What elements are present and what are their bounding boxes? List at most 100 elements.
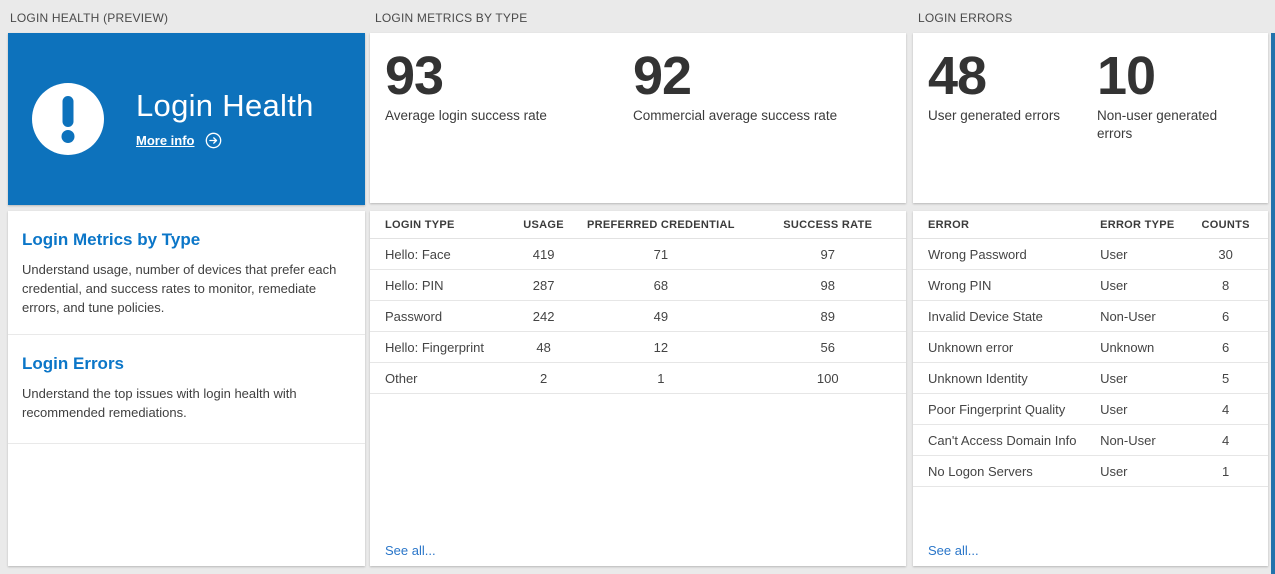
- table-cell: Poor Fingerprint Quality: [913, 393, 1084, 425]
- login-errors-stats-card: 48 User generated errors 10 Non-user gen…: [913, 33, 1268, 203]
- table-cell: 97: [749, 238, 906, 270]
- stat-commercial-average-success-rate: 92 Commercial average success rate: [633, 49, 837, 203]
- stat-value: 93: [385, 46, 444, 106]
- exclamation-bar: [62, 96, 74, 127]
- column-header: PREFERRED CREDENTIAL: [572, 211, 750, 239]
- table-row: Wrong PIN User 8: [913, 269, 1268, 301]
- table-cell: Non-User: [1083, 300, 1184, 332]
- arrow-right-circle-icon[interactable]: [205, 132, 222, 149]
- login-metrics-panel: LOGIN METRICS BY TYPE 93 Average login s…: [370, 0, 906, 566]
- stat-value: 10: [1097, 46, 1156, 106]
- table-cell: 8: [1183, 269, 1268, 301]
- table-cell: Can't Access Domain Info: [913, 424, 1084, 456]
- table-cell: Invalid Device State: [913, 300, 1084, 332]
- table-row: Unknown error Unknown 6: [913, 331, 1268, 363]
- more-info-link[interactable]: More info: [136, 133, 195, 149]
- table-cell: 98: [749, 269, 906, 301]
- login-errors-table-card: ERROR ERROR TYPE COUNTS Wrong Password User 3…: [913, 211, 1268, 566]
- table-cell: 419: [514, 238, 573, 270]
- column-header: LOGIN TYPE: [370, 211, 515, 239]
- stat-value: 92: [633, 46, 692, 106]
- table-cell: Unknown: [1083, 331, 1184, 363]
- table-cell: 48: [514, 331, 573, 363]
- login-metrics-table: LOGIN TYPE USAGE PREFERRED CREDENTIAL SUCCE…: [370, 211, 906, 394]
- column-header: USAGE: [514, 211, 573, 239]
- section-title: Login Errors: [22, 354, 125, 373]
- table-header-row: LOGIN TYPE USAGE PREFERRED CREDENTIAL SUCCE…: [370, 211, 906, 239]
- table-cell: 2: [514, 362, 573, 394]
- exclamation-dot: [61, 130, 75, 143]
- table-header-row: ERROR ERROR TYPE COUNTS: [913, 211, 1268, 239]
- table-cell: User: [1083, 238, 1184, 270]
- adjacent-tile-edge: [1271, 33, 1275, 574]
- table-cell: Unknown Identity: [913, 362, 1084, 394]
- table-cell: 56: [749, 331, 906, 363]
- stat-label: User generated errors: [928, 108, 1061, 123]
- table-cell: 242: [514, 300, 573, 332]
- table-cell: Wrong Password: [913, 238, 1084, 270]
- login-metrics-table-card: LOGIN TYPE USAGE PREFERRED CREDENTIAL SUCCE…: [370, 211, 906, 566]
- section-description: Understand the top issues with login hea…: [22, 386, 297, 420]
- table-cell: Wrong PIN: [913, 269, 1084, 301]
- table-cell: Password: [370, 300, 515, 332]
- login-health-panel: LOGIN HEALTH (PREVIEW) Login Health More…: [8, 0, 365, 566]
- stat-label: Commercial average success rate: [633, 108, 838, 123]
- login-health-tile[interactable]: Login Health More info: [8, 33, 365, 205]
- table-cell: User: [1083, 362, 1184, 394]
- table-cell: 100: [749, 362, 906, 394]
- table-row: Invalid Device State Non-User 6: [913, 300, 1268, 332]
- table-row: Hello: Face 419 71 97: [370, 238, 906, 270]
- table-cell: Non-User: [1083, 424, 1184, 456]
- table-cell: 1: [572, 362, 750, 394]
- see-all-link-errors[interactable]: See all...: [928, 543, 979, 558]
- stat-label: Non-user generated errors: [1097, 108, 1218, 141]
- login-health-info-card: Login Metrics by Type Understand usage, …: [8, 211, 365, 566]
- section-login-metrics-by-type[interactable]: Login Metrics by Type Understand usage, …: [8, 211, 365, 335]
- login-metrics-stats-card: 93 Average login success rate 92 Commerc…: [370, 33, 906, 203]
- stat-user-generated-errors: 48 User generated errors: [928, 49, 1097, 203]
- table-cell: 68: [572, 269, 750, 301]
- column-header: COUNTS: [1183, 211, 1268, 239]
- table-cell: User: [1083, 393, 1184, 425]
- see-all-link-metrics[interactable]: See all...: [385, 543, 436, 558]
- table-cell: User: [1083, 455, 1184, 487]
- panel-header-login-health: LOGIN HEALTH (PREVIEW): [10, 11, 169, 25]
- table-row: Hello: PIN 287 68 98: [370, 269, 906, 301]
- table-row: Unknown Identity User 5: [913, 362, 1268, 394]
- table-cell: 49: [572, 300, 750, 332]
- table-cell: 71: [572, 238, 750, 270]
- more-info-row: More info: [136, 132, 314, 149]
- table-row: No Logon Servers User 1: [913, 455, 1268, 487]
- section-login-errors[interactable]: Login Errors Understand the top issues w…: [8, 335, 365, 444]
- panel-header-login-errors: LOGIN ERRORS: [918, 11, 1013, 25]
- table-cell: Hello: Fingerprint: [370, 331, 515, 363]
- table-row: Can't Access Domain Info Non-User 4: [913, 424, 1268, 456]
- table-cell: 30: [1183, 238, 1268, 270]
- tile-text-block: Login Health More info: [136, 88, 314, 149]
- table-cell: No Logon Servers: [913, 455, 1084, 487]
- table-cell: 6: [1183, 300, 1268, 332]
- table-cell: 6: [1183, 331, 1268, 363]
- column-header: ERROR TYPE: [1083, 211, 1184, 239]
- table-cell: Hello: Face: [370, 238, 515, 270]
- stat-label: Average login success rate: [385, 108, 547, 123]
- section-title: Login Metrics by Type: [22, 230, 201, 249]
- exclamation-icon: [32, 83, 104, 155]
- table-cell: 1: [1183, 455, 1268, 487]
- section-description: Understand usage, number of devices that…: [22, 262, 337, 315]
- stat-non-user-generated-errors: 10 Non-user generated errors: [1097, 49, 1237, 203]
- table-row: Other 2 1 100: [370, 362, 906, 394]
- stat-average-login-success-rate: 93 Average login success rate: [385, 49, 633, 203]
- info-card-filler: [8, 444, 365, 566]
- table-cell: User: [1083, 269, 1184, 301]
- table-row: Hello: Fingerprint 48 12 56: [370, 331, 906, 363]
- column-header: SUCCESS RATE: [749, 211, 906, 239]
- table-cell: Unknown error: [913, 331, 1084, 363]
- table-cell: Other: [370, 362, 515, 394]
- table-row: Wrong Password User 30: [913, 238, 1268, 270]
- table-cell: 287: [514, 269, 573, 301]
- table-cell: 4: [1183, 424, 1268, 456]
- panel-header-login-metrics: LOGIN METRICS BY TYPE: [375, 11, 528, 25]
- table-cell: 89: [749, 300, 906, 332]
- stat-value: 48: [928, 46, 987, 106]
